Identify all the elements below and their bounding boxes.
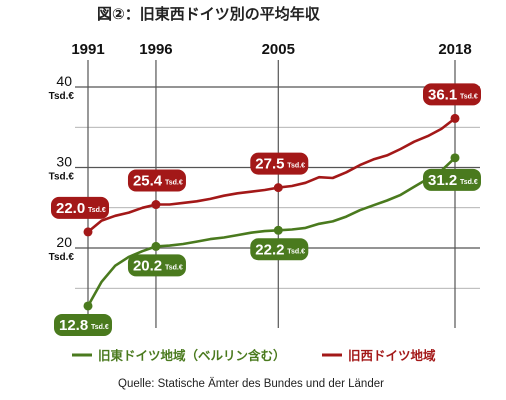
data-label-value: 36.1 bbox=[428, 86, 457, 103]
data-label-unit: Tsd.€ bbox=[91, 324, 109, 331]
data-label-unit: Tsd.€ bbox=[287, 248, 305, 255]
data-label: 25.4 Tsd.€ bbox=[127, 169, 186, 192]
data-label-bg bbox=[423, 168, 481, 191]
series-line-1 bbox=[86, 156, 456, 307]
data-label-bg bbox=[423, 83, 481, 106]
data-point bbox=[83, 301, 93, 311]
data-label-bg bbox=[54, 313, 112, 336]
data-labels: 22.0 Tsd.€25.4 Tsd.€27.5 Tsd.€36.1 Tsd.€12.8… bbox=[51, 83, 481, 336]
data-points bbox=[83, 113, 460, 311]
x-tick-label: 1996 bbox=[139, 41, 172, 58]
data-label-value: 25.4 bbox=[133, 173, 163, 190]
legend-label: 旧西ドイツ地域 bbox=[348, 348, 436, 363]
data-label-unit: Tsd.€ bbox=[460, 179, 478, 186]
data-point bbox=[273, 225, 283, 235]
data-label: 36.1 Tsd.€ bbox=[423, 83, 481, 106]
data-point bbox=[450, 113, 460, 123]
y-tick-label: 40 bbox=[56, 73, 72, 89]
data-label-unit: Tsd.€ bbox=[165, 264, 183, 271]
y-tick-label: 30 bbox=[56, 154, 72, 170]
x-tick-label: 2005 bbox=[262, 41, 295, 58]
data-label-unit: Tsd.€ bbox=[460, 93, 478, 100]
x-axis: 1991 1996 2005 2018 bbox=[71, 41, 471, 58]
y-tick-label: 20 bbox=[56, 234, 72, 250]
data-label-bg bbox=[51, 196, 109, 219]
data-point bbox=[273, 183, 283, 193]
data-point bbox=[83, 227, 93, 237]
legend: 旧東ドイツ地域（ベルリン含む） 旧西ドイツ地域 bbox=[72, 348, 436, 363]
y-axis: 40 Tsd.€ 30 Tsd.€ 20 Tsd.€ bbox=[49, 73, 75, 263]
data-label-value: 20.2 bbox=[133, 257, 162, 274]
data-label-bg bbox=[127, 169, 186, 192]
data-label-value: 27.5 bbox=[255, 156, 284, 173]
data-label: 22.2 Tsd.€ bbox=[250, 238, 309, 261]
data-label: 12.8 Tsd.€ bbox=[54, 313, 112, 336]
data-label-value: 12.8 bbox=[59, 317, 88, 334]
data-label-bg bbox=[250, 152, 309, 175]
y-tick-unit: Tsd.€ bbox=[49, 172, 75, 183]
series-lines bbox=[86, 117, 456, 307]
series-line-0 bbox=[87, 117, 456, 233]
data-point bbox=[151, 241, 161, 251]
data-label: 27.5 Tsd.€ bbox=[250, 152, 309, 175]
data-label: 20.2 Tsd.€ bbox=[127, 254, 186, 277]
source-note: Quelle: Statische Ämter des Bundes und d… bbox=[118, 378, 384, 390]
chart-title: 図②：旧東西ドイツ別の平均年収 bbox=[97, 5, 321, 23]
data-label-unit: Tsd.€ bbox=[287, 163, 305, 170]
grid bbox=[75, 60, 480, 328]
data-label-unit: Tsd.€ bbox=[165, 180, 183, 187]
data-label-bg bbox=[127, 254, 186, 277]
data-label-value: 22.0 bbox=[56, 200, 85, 217]
y-tick-unit: Tsd.€ bbox=[49, 91, 75, 102]
y-tick-unit: Tsd.€ bbox=[49, 252, 75, 263]
legend-label: 旧東ドイツ地域（ベルリン含む） bbox=[98, 348, 286, 363]
data-point bbox=[151, 200, 161, 210]
data-label-value: 31.2 bbox=[428, 172, 457, 189]
x-tick-label: 1991 bbox=[71, 41, 104, 58]
data-label: 31.2 Tsd.€ bbox=[423, 168, 481, 191]
data-label-bg bbox=[250, 238, 309, 261]
data-label-unit: Tsd.€ bbox=[88, 207, 106, 214]
data-point bbox=[450, 153, 460, 163]
x-tick-label: 2018 bbox=[438, 41, 471, 58]
data-label-value: 22.2 bbox=[255, 241, 284, 258]
data-label: 22.0 Tsd.€ bbox=[51, 196, 109, 219]
